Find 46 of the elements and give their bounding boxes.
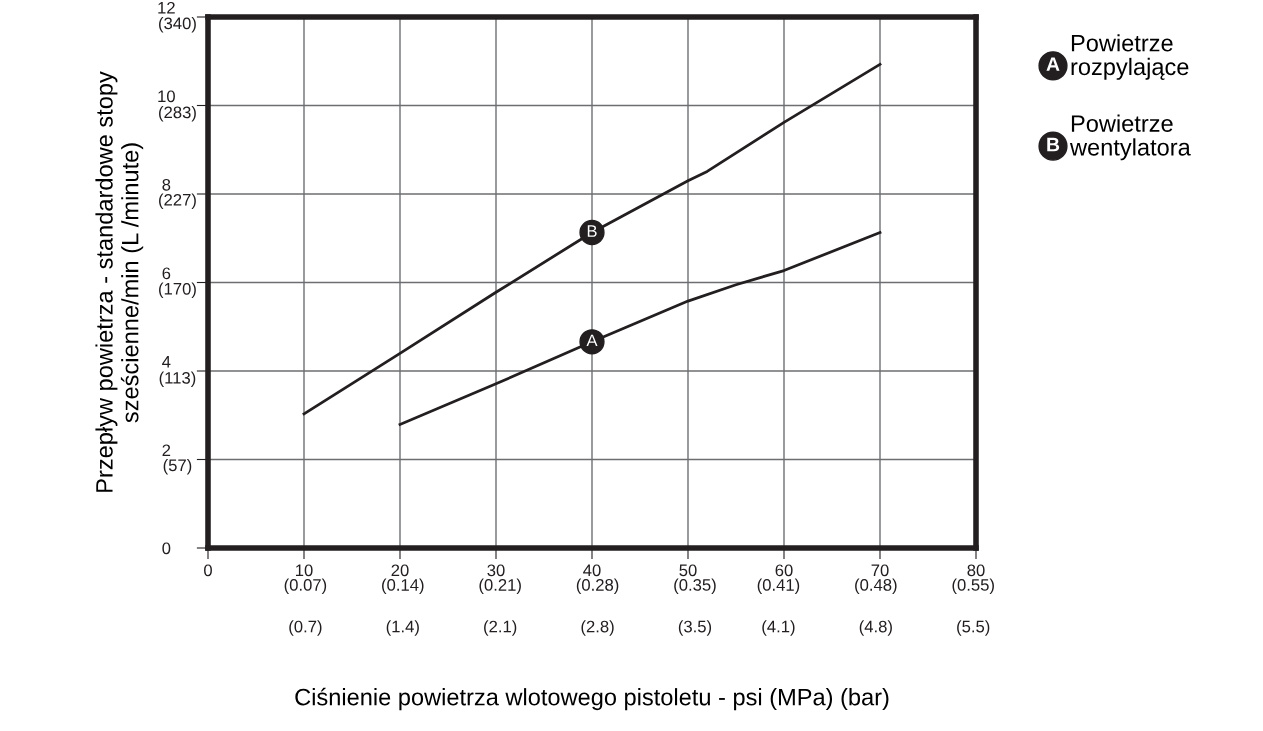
x2-tick-label: (0.28) <box>576 578 619 595</box>
x-tick-label: 40 <box>583 564 601 577</box>
y2-tick-label: (57) <box>163 458 192 475</box>
x-tick-label: 60 <box>775 564 793 577</box>
annotation: A <box>586 334 598 347</box>
text: (4.8) <box>859 620 892 636</box>
text: Powietrze rozpylające <box>1071 34 1189 80</box>
x-tick-label: 10 <box>296 564 313 577</box>
x-axis-title: Ciśnienie powietrza wlotowego pistoletu - psi (MPa) (bar) <box>295 687 889 711</box>
y-tick-label: 4 <box>162 356 171 368</box>
x2-tick-label: (0.07) <box>284 578 327 595</box>
y2-tick-label: (283) <box>159 106 196 122</box>
x2-tick-label: (0.35) <box>674 578 716 595</box>
y-tick-label: 12 <box>158 1 175 14</box>
y-tick-label: 10 <box>158 90 175 103</box>
x2-tick-label: (0.55) <box>952 578 994 595</box>
text: A <box>1046 57 1060 71</box>
text: (5.5) <box>957 620 990 636</box>
y-tick-label: 8 <box>162 178 171 191</box>
x-tick-label: 70 <box>871 564 889 577</box>
text: (4.1) <box>762 620 795 636</box>
x-tick-label: 20 <box>391 564 409 577</box>
text: (0.7) <box>289 620 322 636</box>
text: (1.4) <box>386 620 419 636</box>
x-tick-label: 80 <box>967 564 985 577</box>
text: B <box>1047 137 1060 152</box>
y2-tick-label: (227) <box>159 193 196 210</box>
text: (3.5) <box>678 620 712 636</box>
annotation: B <box>587 225 597 237</box>
x-tick-label: 50 <box>679 564 697 577</box>
y-axis-title: Przepływ powietrza - standardowe stopy sześcienne/min (L /minute) <box>95 71 144 492</box>
x2-tick-label: (0.21) <box>479 578 521 595</box>
y2-tick-label: (170) <box>159 282 196 299</box>
y-tick-label: 6 <box>162 267 171 280</box>
text: (2.1) <box>484 620 517 636</box>
text: Powietrze wentylatora <box>1069 114 1191 161</box>
x2-tick-label: (0.41) <box>757 578 800 595</box>
y-tick-label: 0 <box>162 542 171 555</box>
y2-tick-label: (113) <box>159 371 196 388</box>
text: (2.8) <box>581 620 614 636</box>
x-tick-label: 0 <box>204 564 212 577</box>
y2-tick-label: (340) <box>159 17 196 33</box>
y-tick-label: 2 <box>162 444 171 457</box>
x2-tick-label: (0.14) <box>382 578 424 595</box>
x2-tick-label: (0.48) <box>855 578 897 595</box>
x-tick-label: 30 <box>487 564 505 577</box>
